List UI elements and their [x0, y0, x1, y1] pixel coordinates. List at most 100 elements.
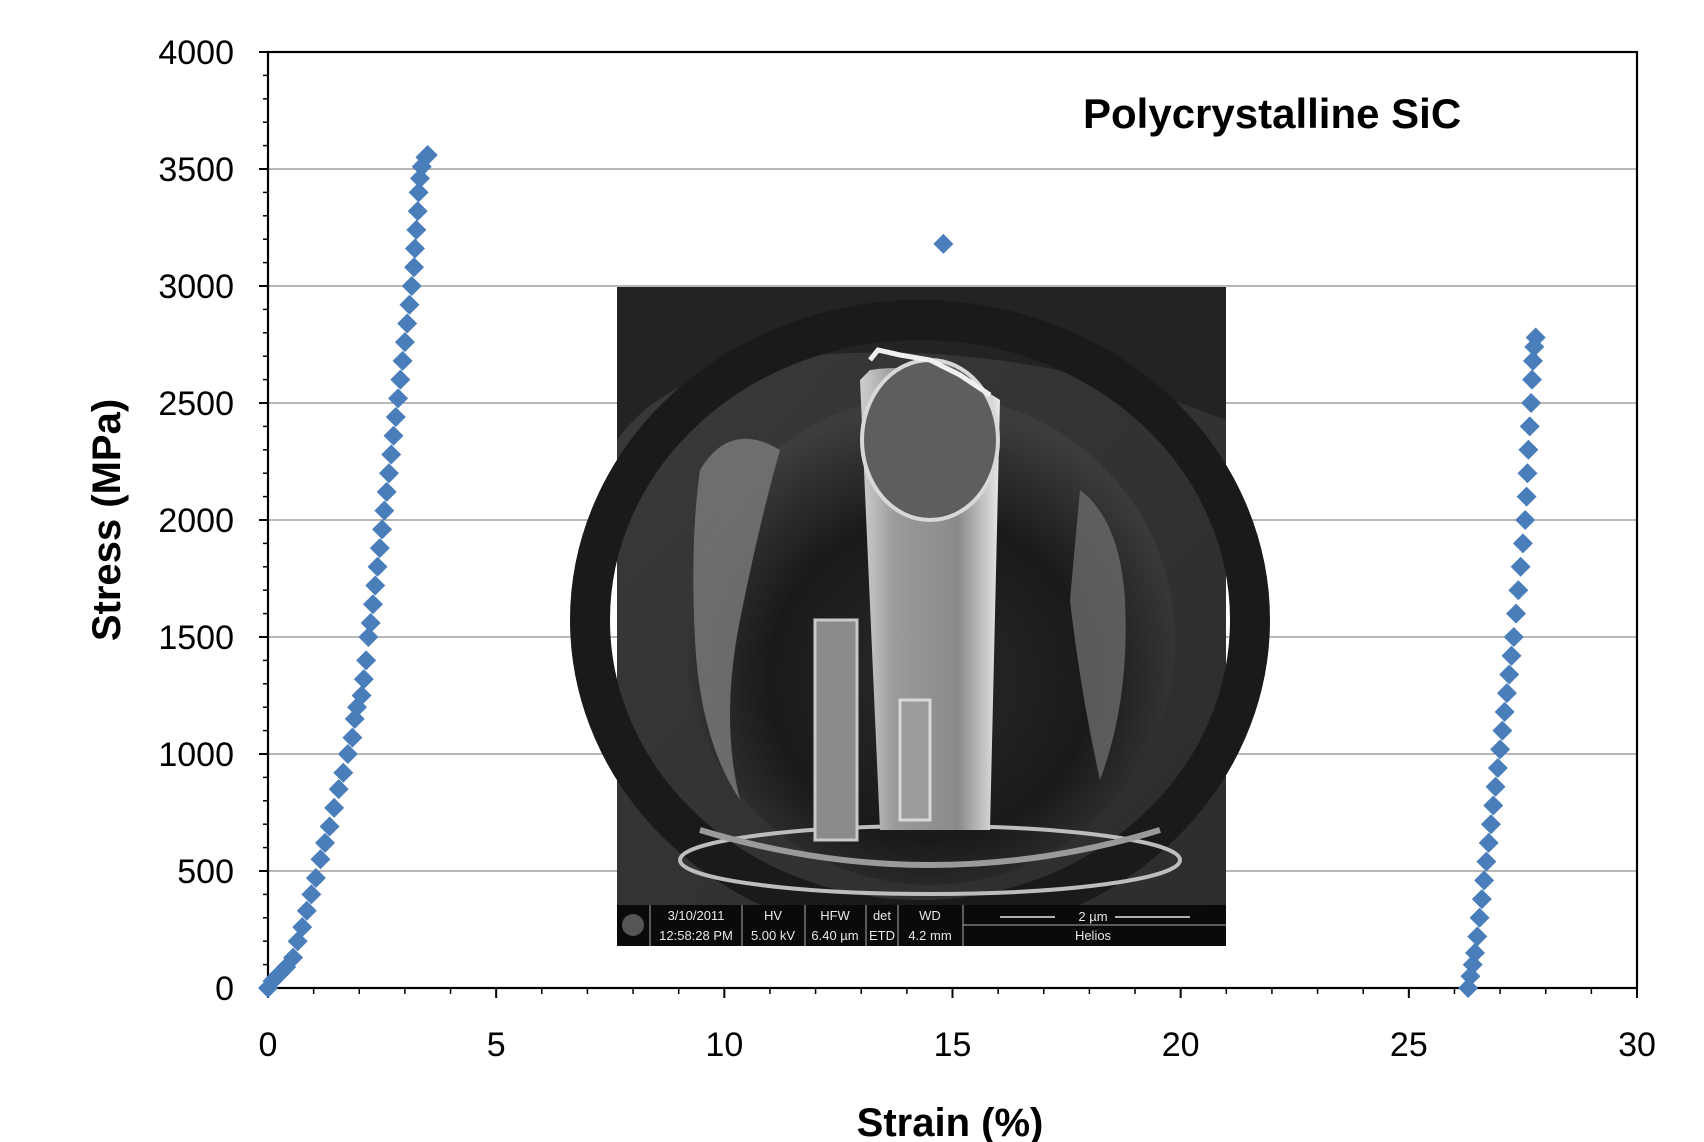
data-point: [933, 233, 954, 254]
data-point: [1508, 580, 1529, 601]
material-annotation: Polycrystalline SiC: [1083, 90, 1461, 137]
data-point: [1467, 926, 1488, 947]
data-point: [1517, 463, 1538, 484]
data-point: [1506, 603, 1527, 624]
data-point: [319, 816, 340, 837]
data-point: [292, 917, 313, 938]
data-point: [1518, 439, 1539, 460]
data-point: [1516, 486, 1537, 507]
data-point: [1496, 683, 1517, 704]
y-axis-title: Stress (MPa): [85, 399, 129, 641]
sem-micrograph-inset: 3/10/2011 12:58:28 PM HV 5.00 kV HFW 6.4…: [570, 287, 1270, 946]
data-point: [296, 900, 317, 921]
data-point: [401, 276, 422, 296]
sem-det-label: det: [873, 908, 891, 923]
x-axis-title: Strain (%): [857, 1101, 1044, 1142]
sem-wd-label: WD: [919, 908, 941, 923]
data-point: [1474, 870, 1495, 891]
sem-det-value: ETD: [869, 928, 895, 943]
data-point: [1512, 533, 1533, 554]
data-point: [394, 332, 415, 353]
data-point: [1480, 814, 1501, 835]
sem-hv-value: 5.00 kV: [751, 928, 795, 943]
axis-ticks: [259, 51, 1638, 998]
x-tick-label: 25: [1390, 1026, 1428, 1064]
data-point: [1490, 739, 1511, 760]
data-point: [417, 144, 438, 165]
data-point: [1487, 758, 1508, 779]
data-point: [1522, 369, 1543, 390]
data-point: [1515, 510, 1536, 530]
sem-hfw-value: 6.40 µm: [811, 928, 858, 943]
data-point: [1510, 556, 1531, 577]
data-point: [305, 868, 326, 889]
x-tick-label: 0: [259, 1026, 278, 1064]
sem-time: 12:58:28 PM: [659, 928, 733, 943]
data-point: [337, 744, 358, 764]
data-point: [1492, 720, 1513, 741]
y-tick-label: 2000: [158, 502, 234, 540]
data-point: [1499, 664, 1520, 685]
data-point: [392, 350, 413, 371]
data-point: [356, 650, 377, 671]
data-point: [1485, 776, 1506, 797]
data-point: [381, 444, 402, 465]
sem-info-bar: 3/10/2011 12:58:28 PM HV 5.00 kV HFW 6.4…: [622, 905, 1226, 946]
data-point: [365, 575, 386, 596]
data-point: [1501, 645, 1522, 666]
data-point: [1476, 851, 1497, 872]
data-point: [383, 425, 404, 446]
data-point: [404, 257, 425, 278]
sem-date: 3/10/2011: [668, 908, 725, 923]
data-point: [1494, 701, 1515, 722]
x-tick-label: 10: [705, 1026, 743, 1064]
data-point: [406, 219, 427, 240]
data-point: [1465, 942, 1486, 963]
data-point: [351, 685, 372, 706]
fei-logo-icon: [622, 914, 644, 936]
data-point: [1525, 327, 1546, 348]
data-point: [1522, 350, 1543, 371]
data-point: [342, 727, 363, 748]
data-point: [1483, 795, 1504, 816]
data-point: [408, 182, 429, 203]
y-tick-label: 4000: [158, 34, 234, 72]
data-point: [397, 313, 418, 334]
data-point: [1478, 832, 1499, 853]
x-tick-label: 20: [1162, 1026, 1200, 1064]
data-point: [374, 500, 395, 521]
data-point: [333, 762, 354, 783]
data-point: [404, 238, 425, 259]
data-points: [258, 144, 1546, 998]
y-tick-label: 1500: [158, 619, 234, 657]
x-tick-label: 5: [487, 1026, 506, 1064]
data-point: [301, 884, 322, 905]
data-point: [376, 481, 397, 502]
data-point: [369, 538, 390, 559]
sem-hfw-label: HFW: [820, 908, 850, 923]
data-point: [367, 556, 388, 577]
data-point: [407, 201, 428, 222]
x-tick-label: 15: [934, 1026, 972, 1064]
data-point: [378, 463, 399, 484]
y-tick-label: 500: [177, 853, 234, 891]
tick-labels: 0 500 1000 1500 2000 2500 3000 3500 4000 0 5 10 15 20…: [158, 34, 1656, 1064]
data-point: [399, 294, 420, 315]
data-point: [360, 612, 381, 633]
data-point: [388, 388, 409, 409]
y-tick-label: 3500: [158, 151, 234, 189]
data-point: [324, 797, 345, 818]
y-tick-label: 1000: [158, 736, 234, 774]
data-point: [315, 832, 336, 853]
data-point: [310, 849, 331, 870]
sem-wd-value: 4.2 mm: [908, 928, 951, 943]
data-point: [385, 407, 406, 428]
data-point: [390, 369, 411, 390]
data-point: [1503, 627, 1524, 647]
data-point: [358, 627, 379, 647]
x-tick-label: 30: [1618, 1026, 1656, 1064]
data-point: [362, 594, 383, 615]
y-tick-label: 0: [215, 970, 234, 1008]
data-point: [1469, 907, 1490, 928]
